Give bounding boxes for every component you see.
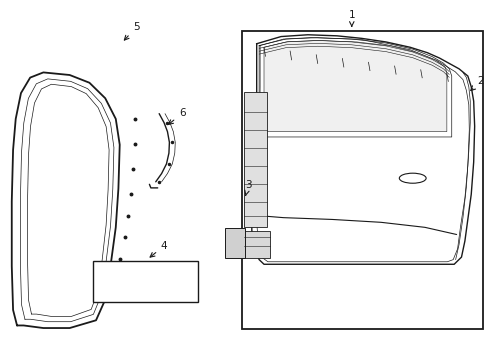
Text: 6: 6 [168,108,185,124]
Bar [243,92,266,226]
Ellipse shape [399,173,425,183]
Bar [93,261,198,302]
Bar [243,231,270,258]
Polygon shape [264,41,446,132]
Text: 1: 1 [348,10,354,26]
Text: 2: 2 [470,76,483,90]
Bar [242,31,483,329]
Text: 3: 3 [244,180,251,195]
Bar [224,228,245,258]
Text: 4: 4 [150,241,167,257]
Text: 5: 5 [124,22,139,40]
